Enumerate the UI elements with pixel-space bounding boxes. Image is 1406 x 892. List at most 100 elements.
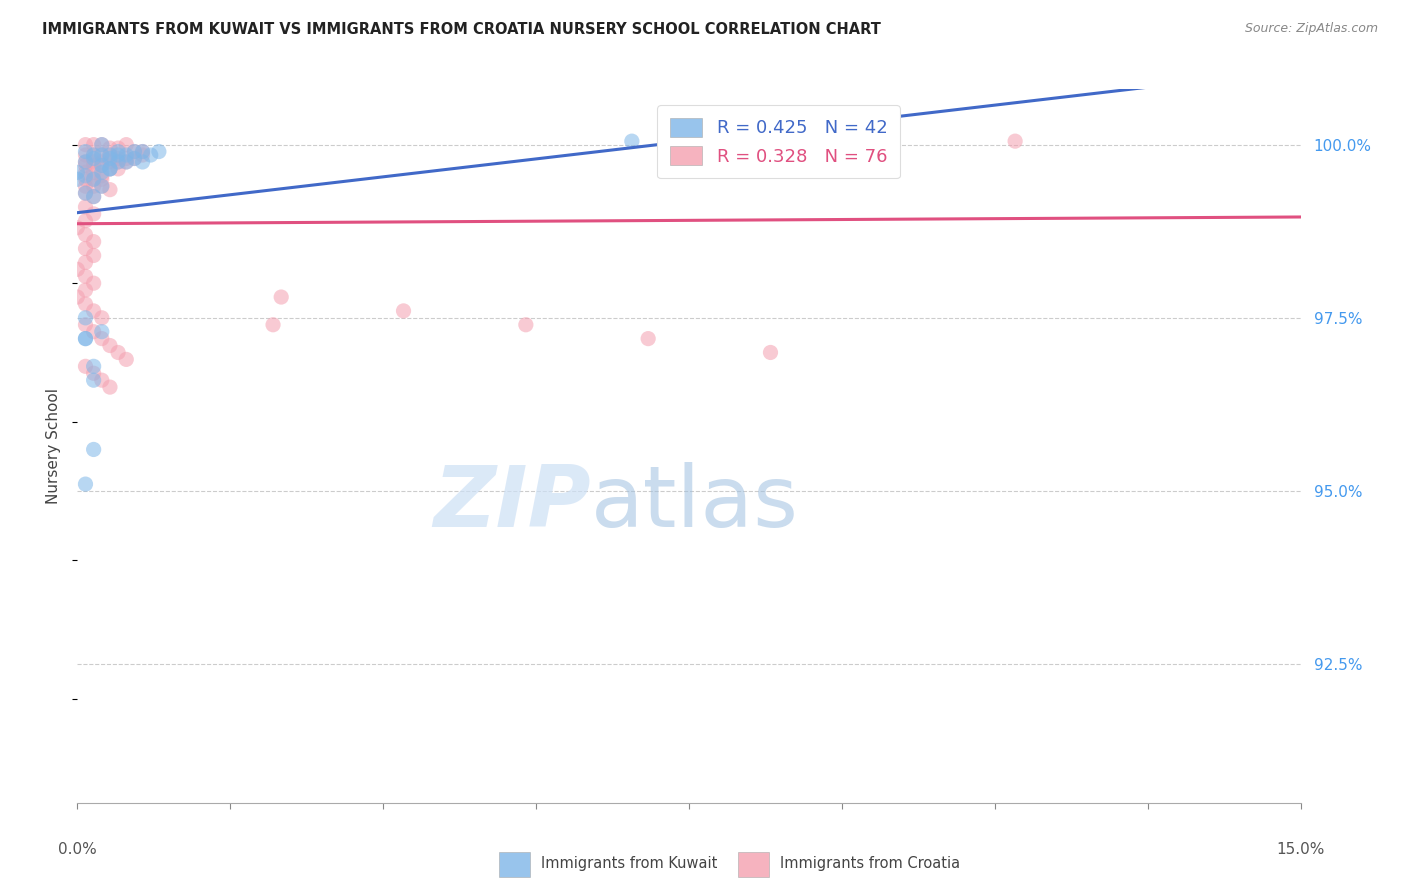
Point [98,148,121,162]
Point [90,158,112,172]
Point [75,269,97,284]
Point [83,276,105,290]
Point [98,161,121,176]
Point [107,148,129,162]
Point [107,161,129,176]
Point [75,255,97,269]
Point [83,325,105,339]
Point [115,137,138,152]
Point [83,373,105,387]
Point [75,318,97,332]
Point [75,242,97,256]
Point [75,137,97,152]
Point [83,359,105,374]
Point [90,325,112,339]
Point [90,137,112,152]
Point [124,145,146,159]
Point [115,152,138,166]
Point [90,172,112,186]
Point [882,134,904,148]
Point [83,189,105,203]
Point [392,304,415,318]
Point [90,137,112,152]
Point [75,186,97,201]
Point [131,148,153,162]
Point [90,179,112,194]
Point [115,148,138,162]
Point [107,145,129,159]
Point [83,158,105,172]
Text: atlas: atlas [591,461,799,545]
Point [686,134,709,148]
Point [75,297,97,311]
Point [66,165,89,179]
Text: Immigrants from Kuwait: Immigrants from Kuwait [541,856,717,871]
Point [139,148,162,162]
Point [115,352,138,367]
Point [107,141,129,155]
Point [115,155,138,169]
Point [270,290,292,304]
Point [98,161,121,176]
Point [83,179,105,194]
Point [90,332,112,346]
Point [83,207,105,221]
Text: 15.0%: 15.0% [1277,842,1324,856]
Point [83,235,105,249]
Point [83,152,105,166]
Point [75,332,97,346]
Point [115,155,138,169]
Point [66,262,89,277]
Point [131,145,153,159]
Point [90,169,112,183]
Point [1004,134,1026,148]
Point [817,134,839,148]
Point [75,200,97,214]
Text: Source: ZipAtlas.com: Source: ZipAtlas.com [1244,22,1378,36]
Point [90,148,112,162]
Point [98,380,121,394]
Point [75,179,97,194]
Point [515,318,537,332]
Point [75,214,97,228]
Point [66,172,89,186]
Point [98,152,121,166]
Point [817,134,839,148]
Point [131,155,153,169]
Point [83,304,105,318]
Point [75,155,97,169]
Point [637,332,659,346]
Point [131,145,153,159]
Point [66,290,89,304]
Point [75,155,97,169]
Point [98,161,121,176]
Point [90,310,112,325]
Point [98,183,121,197]
Point [107,345,129,359]
Point [75,165,97,179]
Point [83,442,105,457]
Point [882,134,904,148]
Point [90,373,112,387]
Point [75,477,97,491]
Point [262,318,284,332]
Point [83,165,105,179]
Point [75,186,97,201]
Legend: R = 0.425   N = 42, R = 0.328   N = 76: R = 0.425 N = 42, R = 0.328 N = 76 [657,105,900,178]
Point [83,172,105,186]
Point [107,155,129,169]
Point [90,148,112,162]
Point [759,345,782,359]
Text: ZIP: ZIP [433,461,591,545]
Point [620,134,643,148]
Text: 0.0%: 0.0% [58,842,97,856]
Point [90,155,112,169]
Point [75,172,97,186]
Point [75,359,97,374]
Point [75,158,97,172]
Point [75,332,97,346]
Point [98,141,121,155]
Text: IMMIGRANTS FROM KUWAIT VS IMMIGRANTS FROM CROATIA NURSERY SCHOOL CORRELATION CHA: IMMIGRANTS FROM KUWAIT VS IMMIGRANTS FRO… [42,22,882,37]
Point [75,148,97,162]
Point [107,155,129,169]
